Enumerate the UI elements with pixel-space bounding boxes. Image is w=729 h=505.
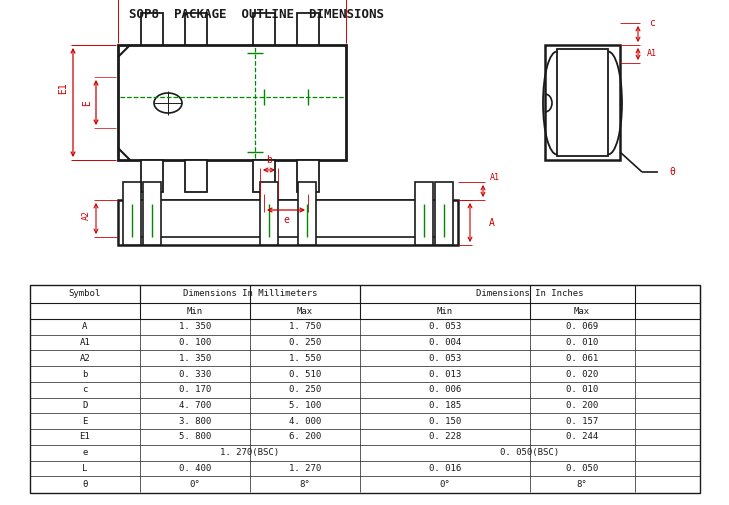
Text: 0°: 0° [440, 480, 451, 489]
Text: 0. 244: 0. 244 [566, 432, 598, 441]
Text: 1. 350: 1. 350 [179, 322, 211, 331]
Text: 0. 330: 0. 330 [179, 370, 211, 379]
Text: A: A [489, 218, 495, 228]
Bar [253, 160, 275, 192]
Bar [298, 182, 316, 245]
Text: Dimensions In Millimeters: Dimensions In Millimeters [183, 289, 317, 298]
Text: 8°: 8° [577, 480, 588, 489]
Text: 0. 250: 0. 250 [289, 385, 321, 394]
Text: 0. 061: 0. 061 [566, 354, 598, 363]
Text: 0. 100: 0. 100 [179, 338, 211, 347]
Text: c: c [649, 18, 655, 28]
Bar [118, 45, 346, 160]
Text: b: b [82, 370, 87, 379]
Text: 1. 270: 1. 270 [289, 464, 321, 473]
Bar [435, 182, 453, 245]
Bar [143, 182, 161, 245]
Text: A1: A1 [79, 338, 90, 347]
Text: b: b [266, 155, 272, 165]
Text: 0. 013: 0. 013 [429, 370, 461, 379]
Text: 0. 157: 0. 157 [566, 417, 598, 426]
Text: 0. 185: 0. 185 [429, 401, 461, 410]
Ellipse shape [154, 93, 182, 113]
Text: D: D [82, 401, 87, 410]
Text: 5. 100: 5. 100 [289, 401, 321, 410]
Text: 0. 016: 0. 016 [429, 464, 461, 473]
Text: 6. 200: 6. 200 [289, 432, 321, 441]
Text: 0. 010: 0. 010 [566, 385, 598, 394]
Text: c: c [82, 385, 87, 394]
Text: Dimensions In Inches: Dimensions In Inches [476, 289, 584, 298]
Text: L: L [82, 464, 87, 473]
Text: Max: Max [297, 307, 313, 316]
Text: 0. 050(BSC): 0. 050(BSC) [500, 448, 560, 457]
Bar [118, 200, 458, 245]
Text: 0. 053: 0. 053 [429, 322, 461, 331]
Text: 0. 004: 0. 004 [429, 338, 461, 347]
Text: E1: E1 [58, 82, 68, 94]
Text: 0. 020: 0. 020 [566, 370, 598, 379]
Text: 3. 800: 3. 800 [179, 417, 211, 426]
Text: 0. 050: 0. 050 [566, 464, 598, 473]
Text: 4. 000: 4. 000 [289, 417, 321, 426]
Text: 0. 510: 0. 510 [289, 370, 321, 379]
Text: A1: A1 [647, 48, 657, 58]
Bar [141, 160, 163, 192]
Text: 8°: 8° [300, 480, 311, 489]
Text: θ: θ [669, 167, 675, 177]
Text: 1. 550: 1. 550 [289, 354, 321, 363]
Text: A1: A1 [490, 174, 500, 182]
Text: 0°: 0° [190, 480, 200, 489]
Text: 5. 800: 5. 800 [179, 432, 211, 441]
Bar [123, 182, 141, 245]
Text: 0. 010: 0. 010 [566, 338, 598, 347]
Text: E: E [82, 417, 87, 426]
Text: 1. 750: 1. 750 [289, 322, 321, 331]
Text: 0. 053: 0. 053 [429, 354, 461, 363]
Bar [545, 45, 620, 160]
Text: 0. 006: 0. 006 [429, 385, 461, 394]
Bar [557, 49, 608, 156]
Bar [185, 13, 207, 45]
Text: 0. 400: 0. 400 [179, 464, 211, 473]
Text: 0. 069: 0. 069 [566, 322, 598, 331]
Bar [297, 160, 319, 192]
Text: Min: Min [437, 307, 453, 316]
Text: 0. 250: 0. 250 [289, 338, 321, 347]
Bar [297, 13, 319, 45]
Text: 0. 200: 0. 200 [566, 401, 598, 410]
Text: 4. 700: 4. 700 [179, 401, 211, 410]
Text: A: A [82, 322, 87, 331]
Text: 1. 270(BSC): 1. 270(BSC) [220, 448, 279, 457]
Text: θ: θ [82, 480, 87, 489]
Text: 0. 228: 0. 228 [429, 432, 461, 441]
Bar [141, 13, 163, 45]
Text: A2: A2 [82, 210, 90, 220]
Text: E: E [82, 100, 92, 106]
Text: 0. 150: 0. 150 [429, 417, 461, 426]
Text: 0. 170: 0. 170 [179, 385, 211, 394]
Bar [30, 285, 700, 493]
Text: Min: Min [187, 307, 203, 316]
Text: Max: Max [574, 307, 590, 316]
Text: Symbol: Symbol [69, 289, 101, 298]
Text: A2: A2 [79, 354, 90, 363]
Bar [253, 13, 275, 45]
Text: E1: E1 [79, 432, 90, 441]
Text: SOP8  PACKAGE  OUTLINE  DIMENSIONS: SOP8 PACKAGE OUTLINE DIMENSIONS [130, 9, 384, 22]
Bar [415, 182, 433, 245]
Bar [260, 182, 278, 245]
Bar [140, 200, 436, 237]
Text: e: e [82, 448, 87, 457]
Text: e: e [283, 215, 289, 225]
Bar [185, 160, 207, 192]
Text: 1. 350: 1. 350 [179, 354, 211, 363]
